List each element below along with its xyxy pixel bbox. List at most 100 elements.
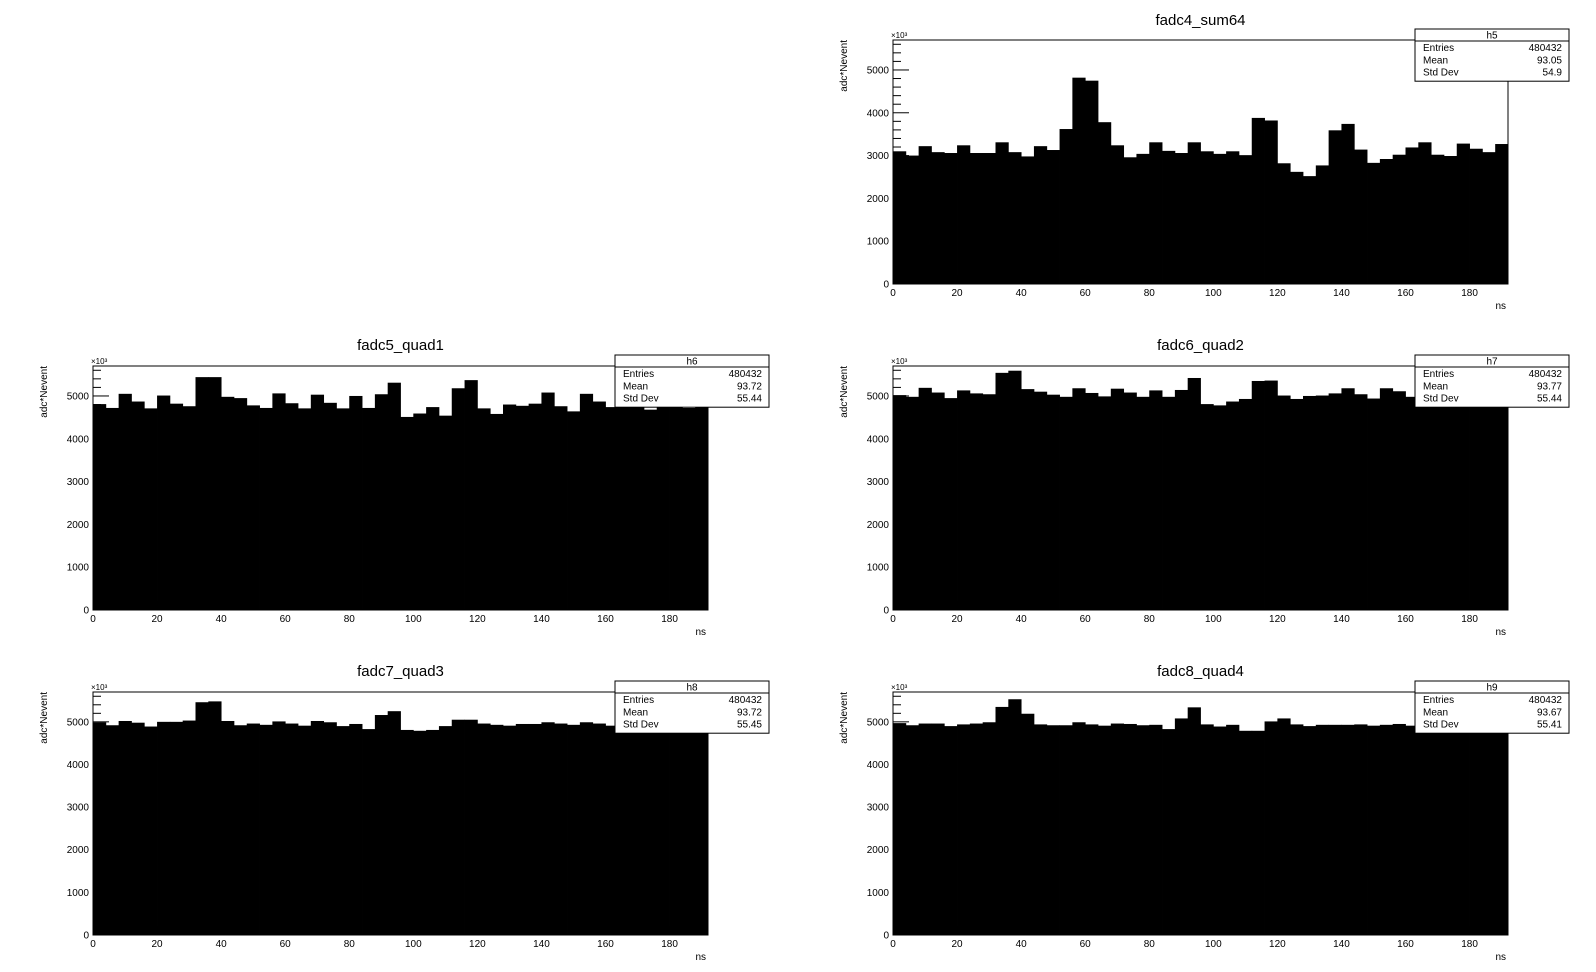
- histogram-bar: [1098, 122, 1112, 284]
- y-tick-label: 0: [883, 280, 889, 291]
- x-tick-label: 40: [1016, 614, 1028, 625]
- histogram-bar: [1123, 157, 1137, 284]
- x-tick-label: 140: [1333, 939, 1350, 950]
- x-tick-label: 40: [1016, 939, 1028, 950]
- x-tick-label: 20: [952, 614, 964, 625]
- x-axis-label: ns: [1495, 952, 1506, 963]
- stats-value: 55.45: [737, 720, 762, 731]
- x-tick-label: 120: [1269, 939, 1286, 950]
- histogram-bar: [1085, 392, 1099, 610]
- histogram-bar: [169, 721, 184, 935]
- histogram-bar: [1174, 153, 1189, 284]
- histogram-bar: [682, 407, 696, 610]
- histogram-bar: [669, 400, 683, 610]
- chart-title: fadc4_sum64: [1155, 12, 1245, 29]
- stats-value: 93.72: [737, 707, 762, 718]
- histogram-bar: [905, 396, 920, 610]
- x-tick-label: 40: [216, 939, 228, 950]
- histogram-bar: [515, 723, 530, 935]
- histogram-bar: [1200, 724, 1214, 935]
- x-tick-label: 20: [152, 614, 164, 625]
- histogram-bar: [1392, 391, 1406, 610]
- histogram-bar: [1136, 153, 1150, 284]
- y-multiplier-label: ×10³: [91, 683, 108, 692]
- histogram-bar: [1303, 176, 1317, 284]
- histogram-bar: [1162, 729, 1176, 935]
- histogram-bar: [682, 726, 696, 935]
- histogram-bar: [592, 723, 606, 935]
- histogram-bar: [1251, 380, 1265, 610]
- chart-title: fadc5_quad1: [357, 337, 444, 354]
- histogram-bar: [695, 723, 709, 935]
- y-axis-label: adc*Nevent: [839, 40, 850, 92]
- histogram-bar: [310, 394, 325, 610]
- histogram-bar: [918, 387, 932, 610]
- histogram-bar: [182, 406, 196, 610]
- histogram-bar: [957, 724, 971, 935]
- x-tick-label: 80: [344, 939, 356, 950]
- histogram-bar: [413, 413, 427, 610]
- histogram-bar: [579, 722, 594, 935]
- histogram-bar: [336, 726, 350, 935]
- stats-label: Mean: [1423, 381, 1448, 392]
- histogram-bar: [323, 402, 337, 610]
- stats-box: [1414, 28, 1570, 82]
- histogram-bar: [400, 729, 414, 935]
- histogram-bar: [1162, 150, 1176, 284]
- histogram-bar: [1405, 147, 1419, 284]
- stats-label: Entries: [623, 369, 654, 380]
- histogram-bar: [1110, 723, 1125, 935]
- histogram-bar: [1392, 154, 1406, 284]
- histogram-bar: [893, 723, 907, 935]
- histogram-panel-bottom-right: fadc8_quad4 0 20 40 60 80 100 120 140 160 180 0 1000…: [839, 663, 1570, 963]
- histogram-bar: [1379, 388, 1394, 610]
- histogram-bar: [579, 393, 594, 610]
- histogram-bar: [195, 377, 209, 610]
- histogram-bar: [982, 153, 996, 284]
- histogram-bar: [272, 393, 286, 610]
- histogram-bar: [1110, 388, 1125, 610]
- stats-label: Mean: [623, 707, 648, 718]
- histogram-bar: [1469, 148, 1483, 284]
- histogram-bar: [515, 405, 530, 610]
- y-tick-label: 1000: [867, 888, 890, 899]
- x-tick-label: 0: [90, 614, 96, 625]
- x-tick-label: 100: [1205, 614, 1222, 625]
- histogram-bar: [1367, 162, 1381, 284]
- histogram-bar: [221, 720, 235, 935]
- histogram-bar: [695, 403, 709, 610]
- y-tick-label: 4000: [867, 434, 890, 445]
- x-tick-label: 180: [1461, 288, 1478, 299]
- x-tick-label: 80: [1144, 939, 1156, 950]
- x-tick-label: 80: [344, 614, 356, 625]
- stats-label: Std Dev: [1423, 394, 1459, 405]
- stats-label: Mean: [1423, 707, 1448, 718]
- histogram-bar: [1098, 725, 1112, 935]
- histogram-bar: [1187, 377, 1201, 610]
- histogram-bar: [918, 723, 932, 935]
- histogram-bar: [995, 372, 1009, 610]
- histogram-bar: [1021, 713, 1035, 935]
- histogram-bar: [438, 726, 453, 935]
- histogram-bar: [944, 726, 958, 935]
- histogram-bar: [298, 408, 312, 610]
- histogram-bar: [1264, 721, 1278, 935]
- histogram-bar: [285, 723, 299, 935]
- plot-frame: [92, 691, 709, 936]
- stats-label: Std Dev: [1423, 720, 1459, 731]
- histogram-bar: [643, 409, 658, 610]
- histogram-bar: [1008, 152, 1022, 284]
- stats-box: [614, 354, 770, 408]
- histogram-bar: [1290, 724, 1304, 935]
- histogram-bar: [105, 407, 120, 610]
- histogram-bar: [1379, 159, 1394, 284]
- histogram-bar: [893, 395, 907, 610]
- histogram-bar: [464, 380, 478, 610]
- plot-frame: [92, 365, 709, 611]
- histogram-bar: [969, 723, 984, 935]
- histogram-bar: [631, 723, 645, 935]
- histogram-bar: [618, 726, 632, 935]
- histogram-bar: [1405, 725, 1419, 935]
- histogram-bar: [1495, 144, 1509, 284]
- stats-label: Mean: [623, 381, 648, 392]
